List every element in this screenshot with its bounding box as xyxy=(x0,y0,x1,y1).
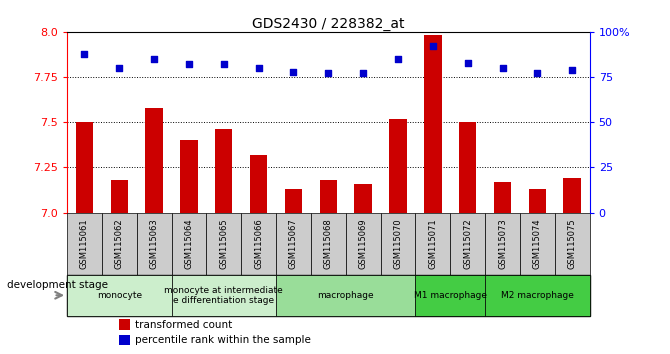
Bar xyxy=(450,213,485,275)
Bar xyxy=(520,213,555,275)
Bar xyxy=(415,275,485,316)
Bar xyxy=(67,275,172,316)
Bar xyxy=(250,155,267,213)
Text: GSM115063: GSM115063 xyxy=(149,218,159,269)
Point xyxy=(358,70,369,76)
Bar xyxy=(555,213,590,275)
Bar xyxy=(424,35,442,213)
Bar xyxy=(180,140,198,213)
Text: GSM115068: GSM115068 xyxy=(324,218,333,269)
Bar xyxy=(172,275,276,316)
Text: percentile rank within the sample: percentile rank within the sample xyxy=(135,335,311,345)
Bar xyxy=(102,213,137,275)
Bar xyxy=(320,180,337,213)
Bar xyxy=(354,184,372,213)
Bar xyxy=(485,275,590,316)
Text: GSM115062: GSM115062 xyxy=(115,218,124,269)
Bar xyxy=(311,213,346,275)
Bar xyxy=(285,189,302,213)
Text: GSM115066: GSM115066 xyxy=(254,218,263,269)
Point xyxy=(218,62,229,67)
Point xyxy=(462,60,473,65)
Bar xyxy=(111,180,128,213)
Text: macrophage: macrophage xyxy=(318,291,374,300)
Bar xyxy=(67,213,102,275)
Bar xyxy=(206,213,241,275)
Text: M2 macrophage: M2 macrophage xyxy=(501,291,574,300)
Bar xyxy=(563,178,581,213)
Point xyxy=(79,51,90,56)
Bar xyxy=(381,213,415,275)
Bar xyxy=(459,122,476,213)
Bar xyxy=(119,319,130,330)
Bar xyxy=(415,213,450,275)
Text: transformed count: transformed count xyxy=(135,320,232,330)
Bar xyxy=(276,213,311,275)
Point xyxy=(567,67,578,73)
Text: GSM115061: GSM115061 xyxy=(80,218,89,269)
Bar xyxy=(389,119,407,213)
Text: GSM115071: GSM115071 xyxy=(428,218,438,269)
Bar xyxy=(241,213,276,275)
Text: GSM115069: GSM115069 xyxy=(358,218,368,269)
Point xyxy=(497,65,508,71)
Text: GSM115075: GSM115075 xyxy=(567,218,577,269)
Bar xyxy=(119,335,130,346)
Text: development stage: development stage xyxy=(7,280,108,290)
Bar xyxy=(494,182,511,213)
Bar xyxy=(346,213,381,275)
Title: GDS2430 / 228382_at: GDS2430 / 228382_at xyxy=(252,17,405,31)
Bar xyxy=(485,213,520,275)
Point xyxy=(532,70,543,76)
Bar xyxy=(76,122,93,213)
Point xyxy=(323,70,334,76)
Bar xyxy=(137,213,172,275)
Bar xyxy=(172,213,206,275)
Point xyxy=(253,65,264,71)
Text: GSM115064: GSM115064 xyxy=(184,218,194,269)
Point xyxy=(184,62,194,67)
Text: GSM115065: GSM115065 xyxy=(219,218,228,269)
Text: GSM115072: GSM115072 xyxy=(463,218,472,269)
Point xyxy=(288,69,299,74)
Text: monocyte: monocyte xyxy=(96,291,142,300)
Text: M1 macrophage: M1 macrophage xyxy=(414,291,486,300)
Bar xyxy=(215,130,232,213)
Bar xyxy=(276,275,415,316)
Point xyxy=(114,65,125,71)
Text: monocyte at intermediate
e differentiation stage: monocyte at intermediate e differentiati… xyxy=(164,286,283,305)
Text: GSM115073: GSM115073 xyxy=(498,218,507,269)
Bar xyxy=(145,108,163,213)
Point xyxy=(427,44,438,49)
Bar xyxy=(529,189,546,213)
Text: GSM115067: GSM115067 xyxy=(289,218,298,269)
Text: GSM115070: GSM115070 xyxy=(393,218,403,269)
Point xyxy=(393,56,403,62)
Point xyxy=(149,56,159,62)
Text: GSM115074: GSM115074 xyxy=(533,218,542,269)
